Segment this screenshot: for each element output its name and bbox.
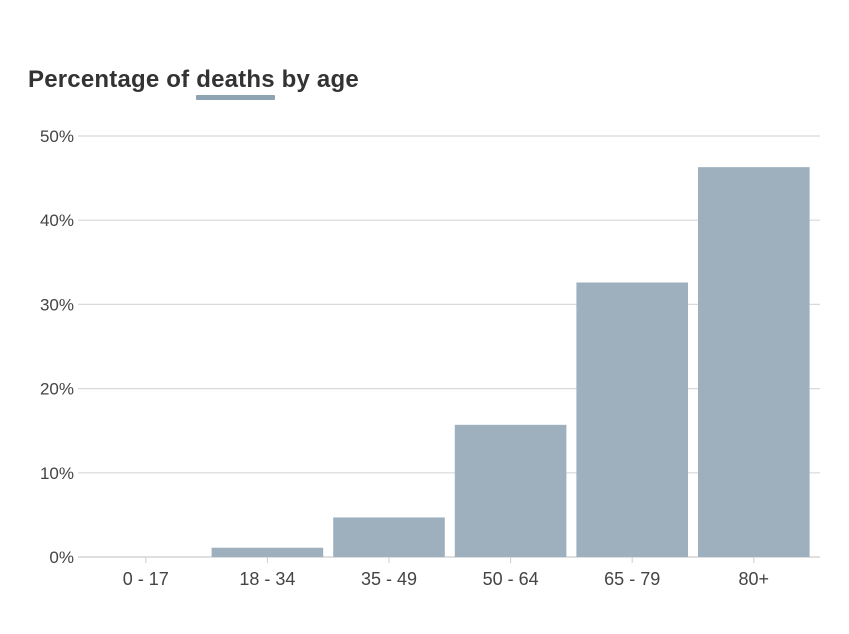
title-suffix: by age <box>281 66 359 93</box>
chart-title: Percentage of deaths by age <box>28 66 359 100</box>
x-tick-label: 50 - 64 <box>483 569 539 589</box>
x-tick-label: 18 - 34 <box>239 569 295 589</box>
bar-65-79 <box>576 282 688 557</box>
bar-35-49 <box>333 517 445 557</box>
y-tick-label: 50% <box>40 127 74 146</box>
x-tick-label: 80+ <box>739 569 770 589</box>
y-axis-ticks: 0% 10% 20% 30% 40% 50% <box>40 127 74 567</box>
x-axis-ticks: 0 - 17 18 - 34 35 - 49 50 - 64 65 - 79 80+ <box>123 557 769 589</box>
y-tick-label: 40% <box>40 211 74 230</box>
y-tick-label: 30% <box>40 295 74 314</box>
gridlines <box>78 135 820 558</box>
x-tick-label: 65 - 79 <box>604 569 660 589</box>
bar-80+ <box>698 167 810 558</box>
y-tick-label: 10% <box>40 464 74 483</box>
bar-50-64 <box>454 424 567 557</box>
x-tick-label: 35 - 49 <box>361 569 417 589</box>
title-highlight: deaths <box>196 66 275 100</box>
bars <box>211 167 810 558</box>
y-tick-label: 0% <box>49 548 74 567</box>
bar-18-34 <box>211 547 324 557</box>
x-tick-label: 0 - 17 <box>123 569 169 589</box>
y-tick-label: 20% <box>40 380 74 399</box>
title-prefix: Percentage of <box>28 66 190 93</box>
